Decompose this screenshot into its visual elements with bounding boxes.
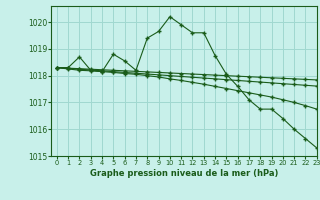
X-axis label: Graphe pression niveau de la mer (hPa): Graphe pression niveau de la mer (hPa)	[90, 169, 278, 178]
